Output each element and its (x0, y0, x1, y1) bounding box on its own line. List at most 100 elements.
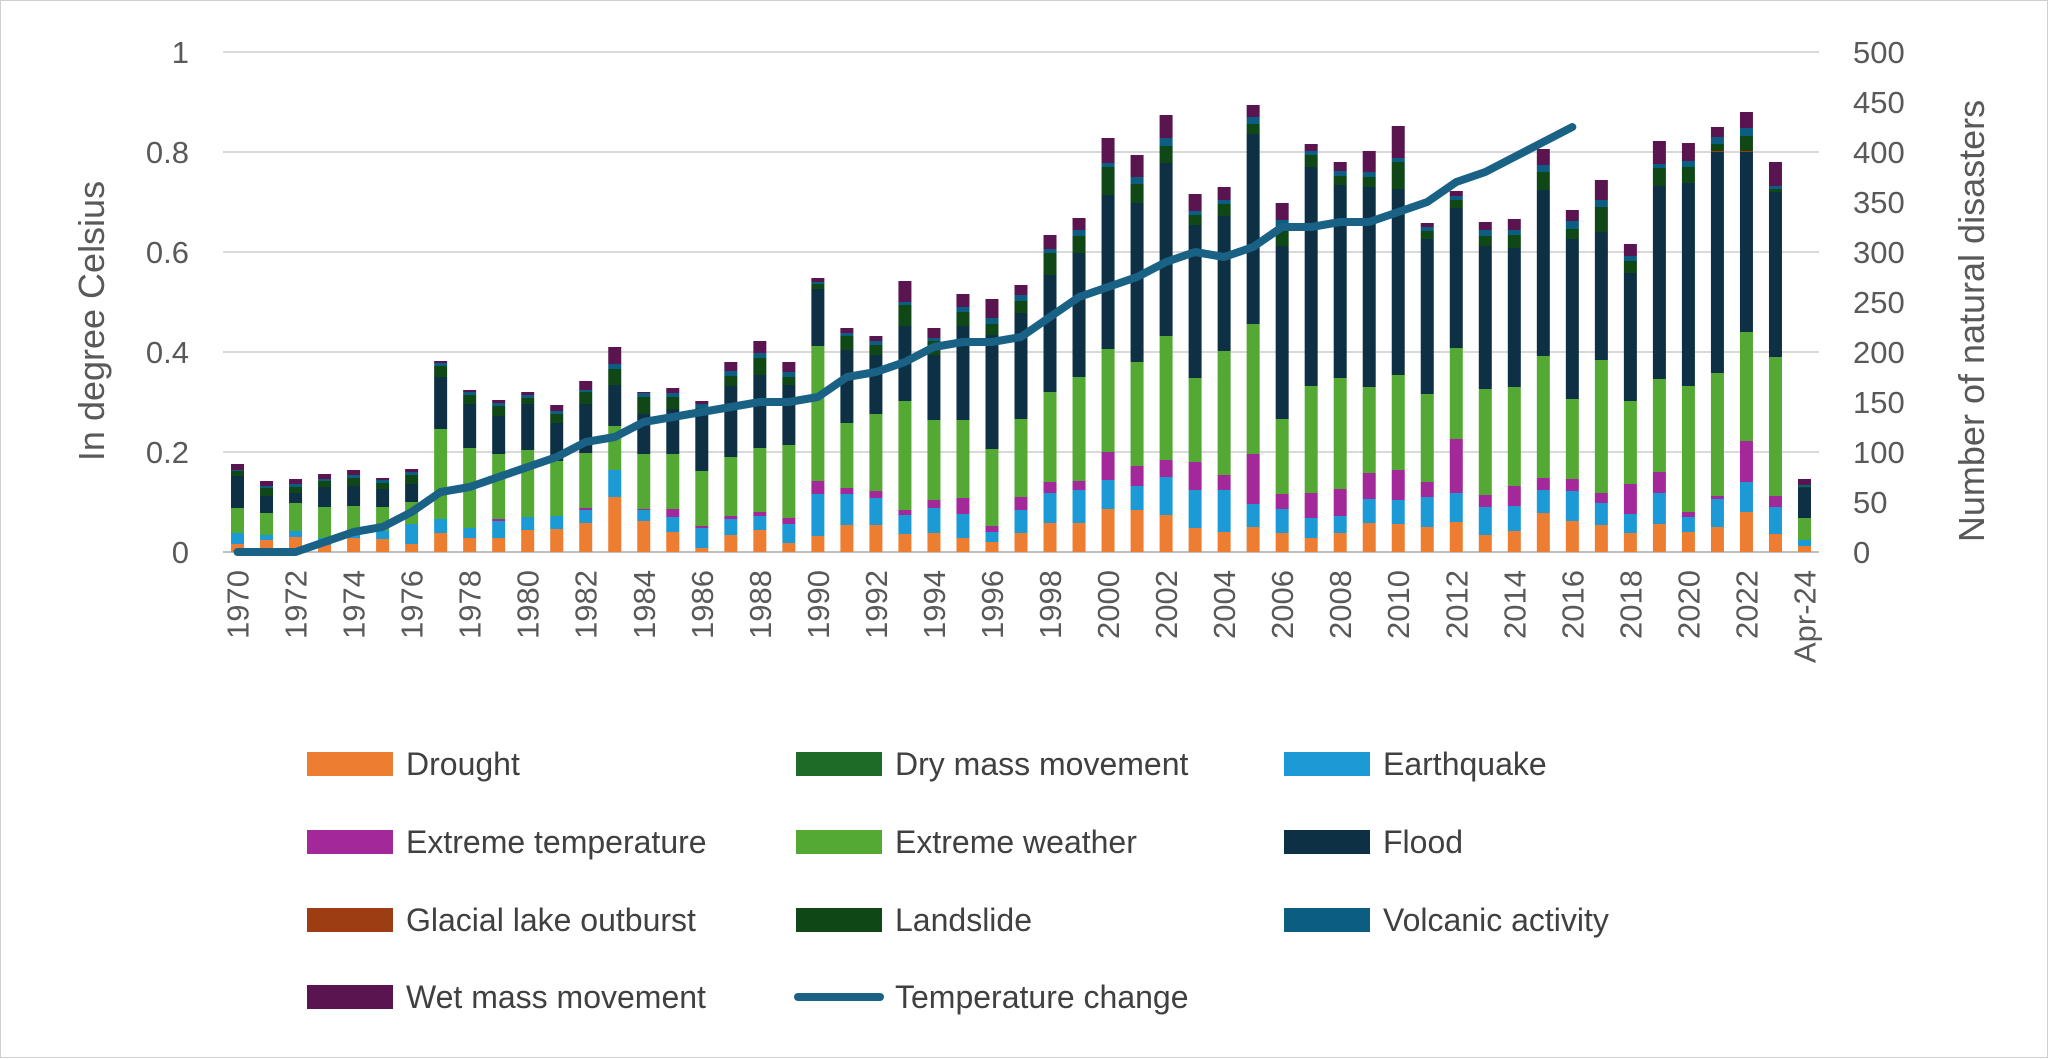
bar-segment (1159, 115, 1173, 138)
bar-segment (927, 355, 941, 420)
bar-segment (579, 453, 593, 508)
x-tick-label: 1972 (279, 570, 314, 639)
bar-segment (1101, 349, 1115, 452)
bar-segment (1043, 523, 1057, 552)
bar-segment (1043, 392, 1057, 482)
bar-segment (1478, 495, 1492, 507)
bar-segment (1188, 194, 1202, 211)
bar-segment (1449, 200, 1463, 208)
bar-segment (1768, 534, 1782, 552)
bar-segment (1710, 496, 1724, 499)
bar-segment (260, 496, 274, 513)
bar-segment (956, 498, 970, 514)
bar-segment (811, 284, 825, 289)
bar-segment (579, 508, 593, 510)
bar-segment (637, 509, 651, 510)
bar-segment (1478, 507, 1492, 535)
bar-segment (347, 470, 361, 475)
bar-segment (1014, 285, 1028, 295)
bar-segment (753, 448, 767, 512)
bar-segment (1217, 204, 1231, 216)
bar-segment (840, 333, 854, 336)
bar-segment (1420, 231, 1434, 239)
y-tick-label-left: 0.8 (146, 135, 189, 170)
bar-segment (1362, 177, 1376, 187)
bar-segment (1710, 144, 1724, 151)
bar-segment (1797, 487, 1811, 488)
legend-label: Dry mass movement (895, 746, 1189, 782)
bar-segment (1304, 155, 1318, 167)
bar-segment (1043, 253, 1057, 275)
bar-segment (1536, 172, 1550, 190)
bar-segment (1536, 490, 1550, 513)
bar-segment (1159, 138, 1173, 146)
bar-segment (1333, 489, 1347, 516)
bar-segment (637, 521, 651, 552)
bar-segment (1594, 493, 1608, 503)
bar-segment (1797, 488, 1811, 518)
x-tick-label: 2004 (1207, 570, 1242, 639)
bar-segment (347, 486, 361, 506)
bar-segment (492, 406, 506, 416)
bar-segment (1246, 504, 1260, 527)
bar-segment (1188, 490, 1202, 528)
bar-segment (1710, 499, 1724, 527)
legend-label: Wet mass movement (406, 979, 706, 1015)
x-tick-label: 1986 (685, 570, 720, 639)
bar-segment (1739, 512, 1753, 552)
bar-segment (782, 518, 796, 524)
bar-segment (521, 530, 535, 552)
bar-segment (1130, 466, 1144, 486)
bar-segment (1478, 246, 1492, 389)
bar-segment (550, 516, 564, 529)
bar-segment (521, 517, 535, 530)
bar-segment (1333, 162, 1347, 171)
bar-segment (1072, 253, 1086, 377)
bar-segment (492, 519, 506, 521)
y2-tick-label-right: 200 (1853, 335, 1905, 370)
bar-segment (840, 336, 854, 350)
bar-segment (666, 532, 680, 552)
bar-segment (666, 393, 680, 397)
bar-segment (1101, 138, 1115, 163)
bar-segment (1275, 494, 1289, 509)
x-tick-label: 1984 (627, 570, 662, 639)
bar-segment (550, 461, 564, 516)
bar-segment (1275, 533, 1289, 552)
bar-segment (1188, 215, 1202, 225)
bar-segment (1072, 490, 1086, 523)
bar-segment (289, 531, 303, 537)
bar-segment (1101, 167, 1115, 195)
bar-segment (1101, 195, 1115, 349)
bar-segment (1565, 221, 1579, 229)
bar-segment (985, 542, 999, 552)
bar-segment (811, 494, 825, 536)
bar-segment (1391, 500, 1405, 524)
bar-segment (579, 510, 593, 523)
legend-label: Flood (1383, 824, 1463, 860)
bar-segment (463, 538, 477, 552)
bar-segment (898, 510, 912, 515)
legend-swatch (796, 752, 882, 776)
bar-segment (985, 299, 999, 318)
bar-segment (869, 414, 883, 491)
bar-segment (405, 484, 419, 502)
bar-segment (1391, 189, 1405, 375)
legend-label: Temperature change (895, 979, 1189, 1015)
x-tick-label: 2016 (1555, 570, 1590, 639)
bar-segment (1681, 143, 1695, 161)
bar-segment (579, 390, 593, 392)
bar-segment (811, 278, 825, 282)
bar-segment (1507, 387, 1521, 486)
bar-segment (1449, 439, 1463, 493)
bar-segment (1739, 152, 1753, 332)
bar-segment (1710, 151, 1724, 152)
bar-segment (898, 281, 912, 302)
bar-segment (492, 521, 506, 538)
bar-segment (1362, 387, 1376, 473)
bar-segment (1014, 419, 1028, 497)
bar-segment (956, 294, 970, 307)
bar-segment (1623, 401, 1637, 484)
bar-segment (434, 363, 448, 366)
y-axis-left: 0 0.2 0.4 0.6 0.8 1 (146, 35, 189, 570)
